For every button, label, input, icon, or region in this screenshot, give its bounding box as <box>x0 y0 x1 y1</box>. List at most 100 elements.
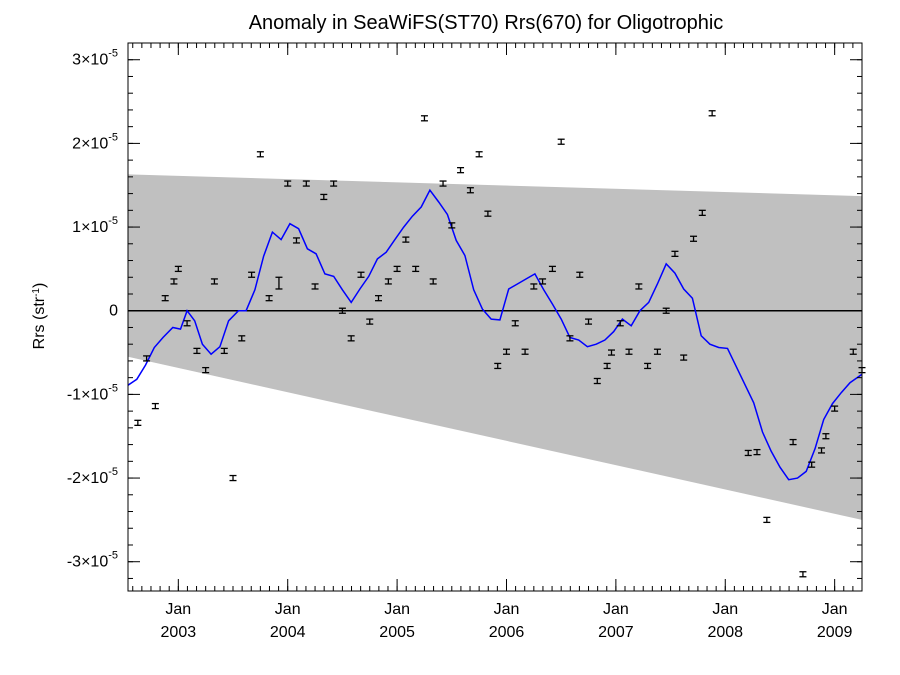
error-bar-point <box>384 278 392 285</box>
error-bar-point <box>753 448 761 456</box>
y-tick-label: -3×10-5 <box>67 550 118 571</box>
error-bar-point <box>644 362 652 370</box>
x-tick-year: 2004 <box>270 624 306 641</box>
error-bar-point <box>457 167 465 174</box>
y-axis-label-main: Rrs (str <box>31 296 48 349</box>
y-tick-mantissa: -3×10 <box>67 554 108 571</box>
error-bar-point <box>763 516 771 524</box>
error-bar-point <box>412 265 420 273</box>
error-bar-point <box>347 335 355 342</box>
x-tick-year: 2003 <box>161 624 197 641</box>
y-tick-exponent: -5 <box>108 215 118 227</box>
error-bar-point <box>625 348 633 355</box>
error-bar-point <box>193 347 201 355</box>
x-tick-year: 2007 <box>598 624 634 641</box>
error-bar-point <box>698 209 706 216</box>
x-tick-month: Jan <box>822 601 848 618</box>
x-tick-year: 2009 <box>817 624 853 641</box>
error-bar-point <box>439 180 447 187</box>
error-bar-point <box>183 320 191 327</box>
error-bar-point <box>448 222 456 229</box>
confidence-band <box>128 174 862 520</box>
error-bar-point <box>248 271 256 278</box>
y-tick-mantissa: 0 <box>109 303 118 320</box>
error-bar-point <box>420 115 428 122</box>
error-bar-point <box>320 193 328 201</box>
error-bar-point <box>511 320 519 327</box>
error-bar-point <box>808 461 816 468</box>
error-bar-point <box>302 180 310 187</box>
error-bar-point <box>330 180 338 187</box>
error-bar-point <box>494 362 502 370</box>
line-series-path <box>128 188 862 481</box>
error-bar-point <box>366 318 374 325</box>
error-bar-point <box>585 318 593 325</box>
error-bar-point <box>429 278 437 285</box>
error-bar-point <box>311 283 319 290</box>
error-bar-point <box>151 402 159 410</box>
error-bar-point <box>357 271 365 278</box>
band-polygon <box>128 174 862 520</box>
y-tick-label: 1×10-5 <box>72 215 118 236</box>
error-bar-point <box>548 265 556 273</box>
y-axis-label-sup: -1 <box>31 288 42 297</box>
y-tick-label: 2×10-5 <box>72 131 118 152</box>
error-bar-point <box>708 110 716 117</box>
y-tick-exponent: -5 <box>108 131 118 143</box>
error-bar-point <box>680 354 688 361</box>
error-bar-point <box>284 180 292 187</box>
error-bar-point <box>539 278 547 285</box>
error-bar-point <box>607 349 615 356</box>
y-tick-mantissa: -2×10 <box>67 470 108 487</box>
error-bar-point <box>521 348 529 355</box>
x-tick-year: 2006 <box>489 624 525 641</box>
error-bar-point <box>256 151 264 158</box>
error-bar-point <box>662 307 670 314</box>
y-tick-label: 3×10-5 <box>72 48 118 69</box>
error-bar-point <box>238 335 246 342</box>
error-bar-point <box>466 187 474 194</box>
x-tick-month: Jan <box>603 601 629 618</box>
error-bar-point <box>822 433 830 440</box>
error-bar-point <box>143 355 151 362</box>
y-tick-label: -2×10-5 <box>67 466 118 487</box>
y-tick-labels: 3×10-52×10-51×10-50-1×10-5-2×10-5-3×10-5 <box>67 48 118 571</box>
error-bar-point <box>265 295 273 302</box>
error-bar-point <box>653 348 661 355</box>
y-tick-exponent: -5 <box>108 382 118 394</box>
error-bar-point <box>530 283 538 290</box>
error-bar-point <box>174 265 182 273</box>
error-bar-point <box>475 151 483 158</box>
y-tick-exponent: -5 <box>108 550 118 562</box>
y-tick-exponent: -5 <box>108 48 118 60</box>
error-bar-point <box>616 320 624 327</box>
error-bar-point <box>557 138 565 145</box>
error-bar-point <box>671 250 679 257</box>
x-tick-month: Jan <box>494 601 520 618</box>
y-tick-label: 0 <box>109 303 118 320</box>
error-bar-point <box>831 405 839 412</box>
error-bar-point <box>593 377 601 385</box>
y-axis-label-end: ) <box>31 283 48 288</box>
x-tick-labels: Jan 2003 Jan 2004 Jan 2005 Jan 2006 Jan 2007 Jan 20… <box>161 601 853 641</box>
error-bar-point <box>744 449 752 457</box>
error-bar-point <box>566 335 574 342</box>
y-tick-mantissa: -1×10 <box>67 386 108 403</box>
error-bar-point <box>229 474 237 482</box>
plot-axes <box>127 42 863 592</box>
error-bar-point <box>484 210 492 217</box>
error-bar-point <box>275 276 283 290</box>
error-bar-point <box>635 283 643 290</box>
error-bar-point <box>576 271 584 278</box>
monthly-anomaly-points <box>134 110 866 578</box>
y-tick-mantissa: 1×10 <box>72 219 108 236</box>
error-bar-point <box>402 236 410 243</box>
y-tick-exponent: -5 <box>108 466 118 478</box>
y-tick-label: -1×10-5 <box>67 382 118 403</box>
x-tick-month: Jan <box>275 601 301 618</box>
plot-frame <box>127 42 863 592</box>
x-tick-month: Jan <box>384 601 410 618</box>
smoothed-anomaly-line <box>128 188 862 481</box>
x-tick-month: Jan <box>712 601 738 618</box>
